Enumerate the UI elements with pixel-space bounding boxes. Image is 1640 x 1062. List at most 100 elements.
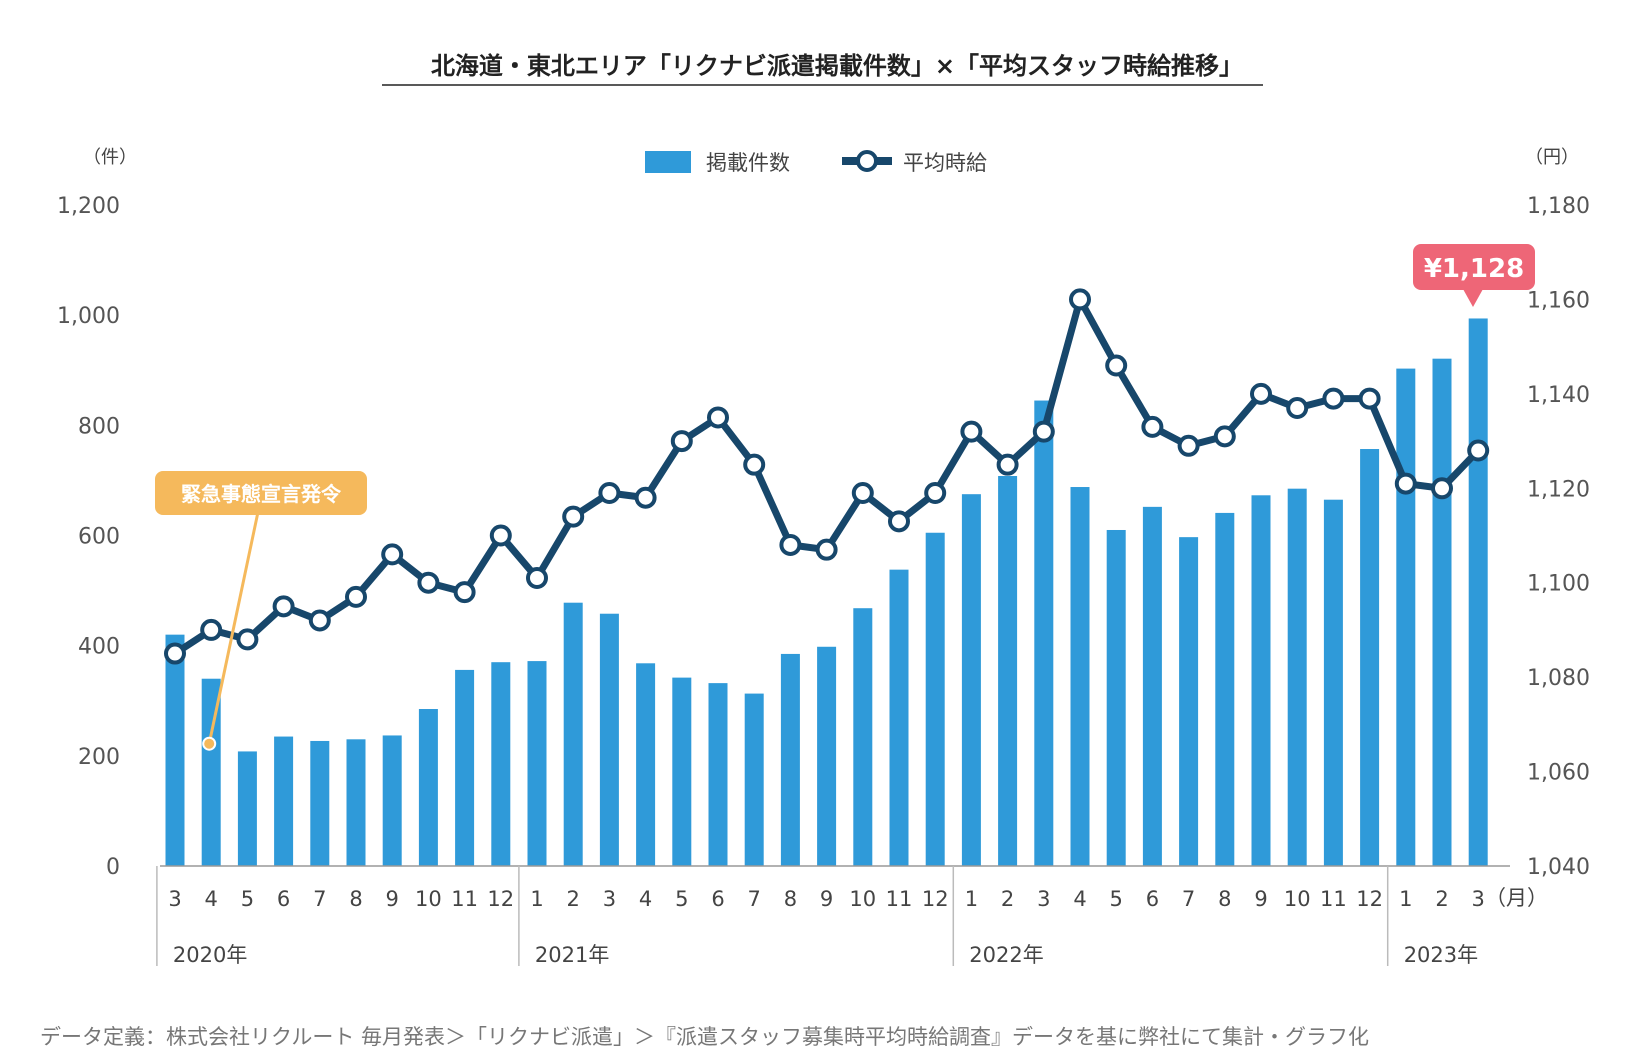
price-callout: ¥1,128	[1413, 244, 1535, 307]
month-label: 12	[922, 887, 949, 911]
wage-point	[851, 482, 874, 505]
wage-point	[1286, 397, 1309, 420]
wage-point	[707, 406, 729, 429]
month-label: 3	[168, 887, 181, 911]
month-label: 2	[567, 887, 580, 911]
bar	[925, 532, 945, 866]
wage-point	[924, 482, 947, 505]
bar	[599, 613, 619, 866]
bar	[636, 663, 656, 866]
month-label: 6	[277, 887, 290, 911]
wage-point	[996, 453, 1019, 476]
emergency-label-box	[155, 471, 367, 515]
month-label: 10	[849, 887, 876, 911]
wage-point	[489, 524, 512, 547]
right-tick-label: 1,120	[1527, 477, 1590, 502]
wage-point	[1394, 472, 1417, 495]
bar	[1106, 529, 1126, 866]
bar	[1179, 537, 1199, 866]
left-axis-unit: （件）	[83, 147, 137, 168]
chart-title: 北海道・東北エリア「リクナビ派遣掲載件数」×「平均スタッフ時給推移」	[431, 52, 1243, 80]
month-label: 1	[530, 887, 543, 911]
left-tick-label: 1,000	[57, 304, 120, 329]
footer-note: データ定義：株式会社リクルート 毎月発表＞「リクナビ派遣」＞『派遣スタッフ募集時…	[40, 1025, 1369, 1049]
year-label: 2020年	[173, 943, 247, 967]
month-label: 1	[1399, 887, 1412, 911]
bar	[708, 683, 728, 866]
wage-point	[1250, 382, 1272, 405]
wage-point	[743, 453, 766, 476]
month-label: 5	[675, 887, 688, 911]
month-label: 8	[349, 887, 362, 911]
right-tick-label: 1,100	[1527, 572, 1590, 597]
right-tick-label: 1,180	[1527, 194, 1590, 219]
bar	[1142, 506, 1162, 866]
month-label: 4	[205, 887, 218, 911]
wage-point	[526, 566, 548, 589]
bar	[744, 693, 764, 866]
bar	[1432, 358, 1452, 866]
month-label: 7	[1182, 887, 1195, 911]
wage-point	[1213, 425, 1236, 448]
right-tick-label: 1,040	[1527, 855, 1590, 880]
wage-point	[345, 585, 367, 608]
bar	[1360, 449, 1380, 866]
month-label: 4	[1073, 887, 1086, 911]
emergency-leader-dot	[202, 736, 217, 751]
legend-line-marker	[856, 150, 878, 172]
wage-point	[453, 581, 476, 604]
bar	[382, 735, 402, 866]
month-label: 9	[386, 887, 399, 911]
month-label: 12	[1356, 887, 1383, 911]
month-label: 9	[820, 887, 833, 911]
wage-point	[1431, 477, 1453, 500]
wage-point	[1069, 288, 1091, 311]
month-label: 5	[1110, 887, 1123, 911]
wage-point	[1141, 415, 1164, 438]
wage-point	[381, 543, 404, 566]
month-label: 3	[1472, 887, 1485, 911]
left-tick-label: 0	[106, 855, 120, 880]
month-label: 12	[487, 887, 514, 911]
month-label: 9	[1254, 887, 1267, 911]
bar	[237, 751, 257, 866]
wage-point	[815, 538, 838, 561]
bar	[961, 494, 981, 866]
legend-line-label: 平均時給	[903, 151, 987, 175]
wage-point	[598, 482, 621, 505]
wage-point	[888, 510, 910, 533]
left-axis-ticks: 0 200 400 600 800 1,000 1,200	[57, 194, 120, 880]
month-label: 1	[965, 887, 978, 911]
emergency-leader-line	[207, 511, 260, 745]
left-tick-label: 200	[78, 745, 120, 770]
wage-point	[670, 430, 693, 453]
bar	[1034, 400, 1054, 866]
wage-point	[236, 628, 259, 651]
left-tick-label: 1,200	[57, 194, 120, 219]
wage-point	[272, 595, 295, 618]
bar	[853, 608, 873, 866]
legend-bar-label: 掲載件数	[706, 151, 790, 175]
bar	[563, 602, 583, 866]
right-axis-ticks: 1,040 1,060 1,080 1,100 1,120 1,140 1,160 1,180	[1527, 194, 1590, 880]
price-label-pointer	[1463, 289, 1483, 307]
bar	[672, 677, 692, 866]
bar	[1323, 499, 1343, 866]
month-labels: 3 4 5 6 7 8 9 10 11 12 1 2 3 4 5 6 7 8 9 10 11 12 1 2 3 4 5 6 7 8 9 10 1…	[168, 887, 1485, 911]
wage-point	[562, 505, 585, 528]
month-label: 2	[1435, 887, 1448, 911]
wage-point	[634, 486, 657, 509]
year-label: 2021年	[535, 943, 609, 967]
month-label: 10	[1284, 887, 1311, 911]
month-label: 6	[711, 887, 724, 911]
right-tick-label: 1,160	[1527, 288, 1590, 313]
year-groups: 2020年 2021年 2022年 2023年	[156, 866, 1478, 967]
month-label: 11	[886, 887, 913, 911]
month-label: 2	[1001, 887, 1014, 911]
right-tick-label: 1,080	[1527, 666, 1590, 691]
right-tick-label: 1,060	[1527, 761, 1590, 786]
month-label: 3	[1037, 887, 1050, 911]
month-label: 6	[1146, 887, 1159, 911]
bar	[418, 709, 438, 866]
bar	[1287, 488, 1307, 866]
